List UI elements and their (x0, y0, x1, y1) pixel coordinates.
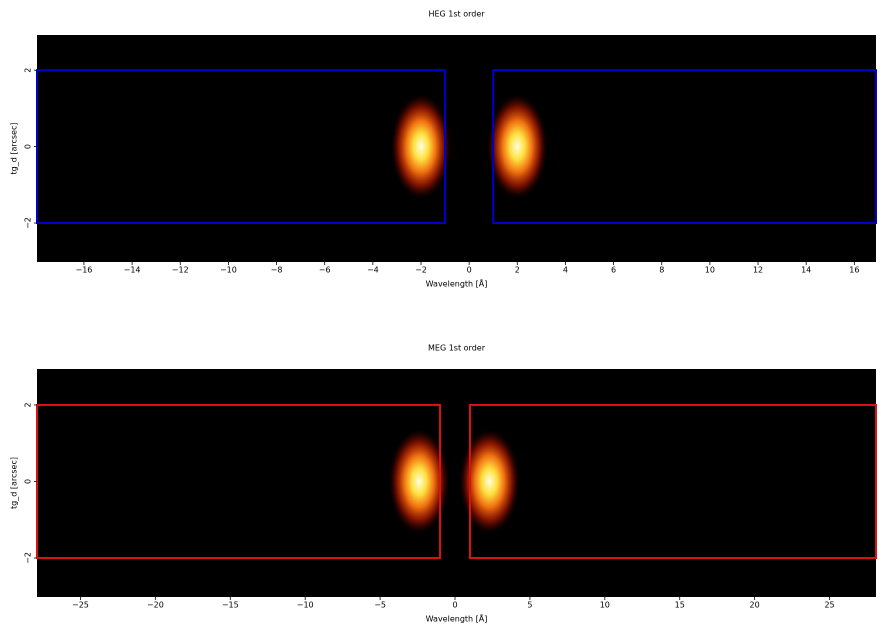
extraction-region (492, 69, 877, 225)
chart-title: HEG 1st order (428, 10, 485, 19)
x-axis-label: Wavelength [Å] (426, 278, 488, 289)
y-tick-label: 2 (24, 402, 33, 407)
x-tick-label: 10 (705, 266, 715, 275)
x-tick-label: 6 (611, 266, 616, 275)
y-axis-label: tg_d [arcsec] (10, 457, 19, 509)
chart-title: MEG 1st order (428, 344, 486, 353)
x-tick-label: −20 (147, 601, 164, 610)
x-tick-label: −2 (415, 266, 427, 275)
x-tick-label: 4 (563, 266, 568, 275)
x-tick-label: 8 (659, 266, 664, 275)
y-tick-label: 2 (24, 68, 33, 73)
x-tick-label: 2 (515, 266, 520, 275)
x-tick-label: −6 (319, 266, 331, 275)
x-tick-label: 14 (801, 266, 811, 275)
x-tick-label: −5 (374, 601, 386, 610)
x-tick-label: 15 (675, 601, 685, 610)
x-tick-label: −16 (76, 266, 93, 275)
x-tick-label: −12 (172, 266, 189, 275)
y-axis-label: tg_d [arcsec] (10, 123, 19, 175)
x-tick-label: 25 (824, 601, 834, 610)
x-tick-label: 5 (527, 601, 532, 610)
y-tick-label: −2 (24, 217, 33, 229)
intensity-peak (389, 429, 450, 534)
x-tick-label: 0 (452, 601, 457, 610)
x-tick-label: −25 (72, 601, 89, 610)
x-tick-label: 0 (467, 266, 472, 275)
plot-area (37, 369, 876, 597)
intensity-peak (459, 429, 520, 534)
y-tick-label: 0 (24, 144, 33, 149)
y-tick-label: 0 (24, 479, 33, 484)
x-tick-label: −15 (222, 601, 239, 610)
x-tick-label: 20 (750, 601, 760, 610)
x-tick-label: 16 (849, 266, 859, 275)
x-tick-label: −10 (297, 601, 314, 610)
x-tick-label: −8 (271, 266, 283, 275)
x-tick-label: −10 (220, 266, 237, 275)
intensity-peak (487, 94, 548, 199)
x-tick-label: 10 (600, 601, 610, 610)
extraction-region (468, 403, 877, 559)
plot-area (37, 35, 876, 262)
x-tick-label: −4 (367, 266, 379, 275)
x-tick-label: 12 (753, 266, 763, 275)
y-tick-label: −2 (24, 552, 33, 564)
x-axis-label: Wavelength [Å] (426, 613, 488, 624)
intensity-peak (390, 94, 451, 199)
x-tick-label: −14 (124, 266, 141, 275)
